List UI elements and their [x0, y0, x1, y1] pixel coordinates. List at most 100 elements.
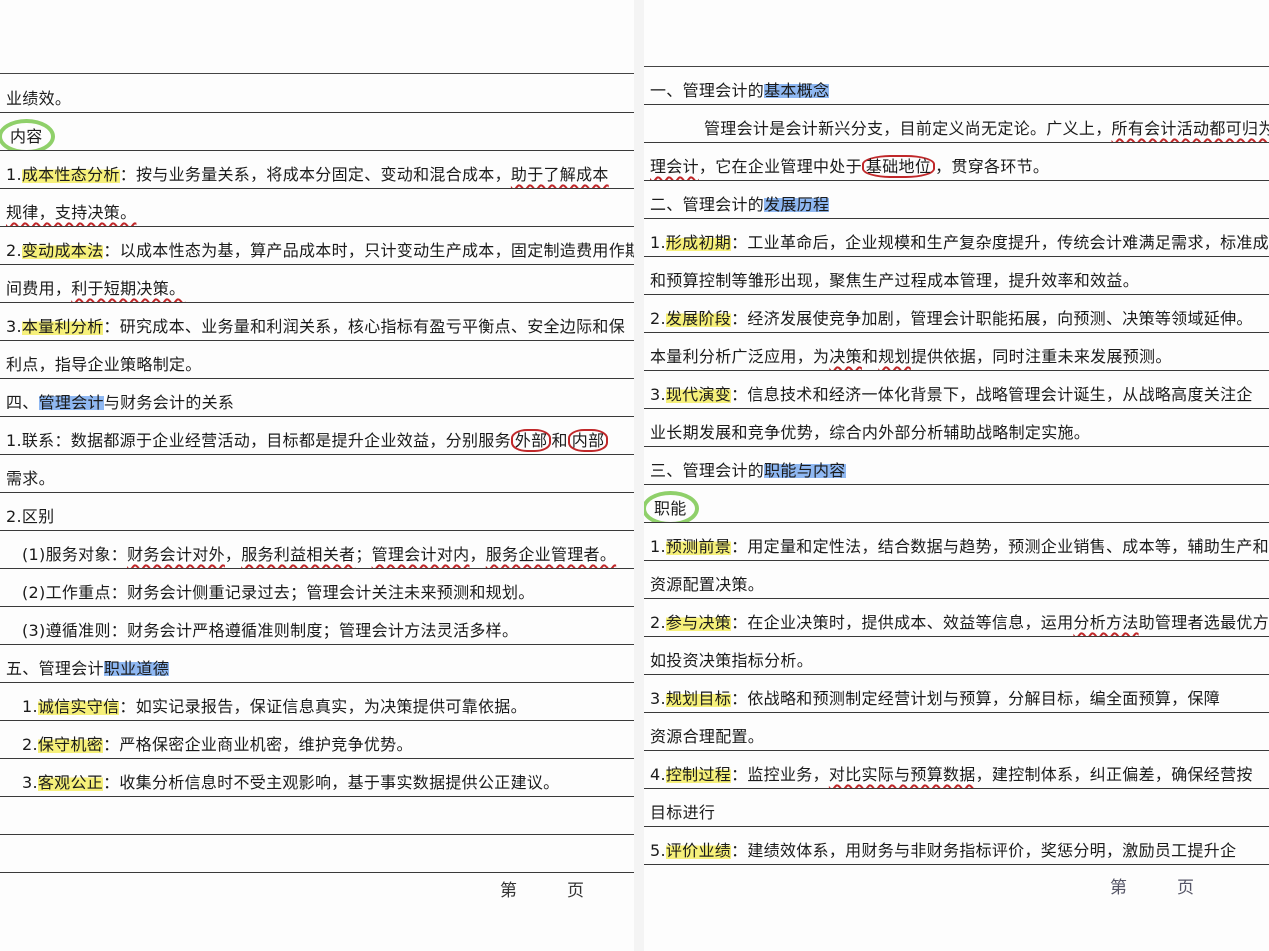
note-text: 四、 — [6, 393, 39, 412]
note-line: 资源合理配置。 — [644, 713, 1269, 751]
note-line-text: 3.本量利分析：研究成本、业务量和利润关系，核心指标有盈亏平衡点、安全边际和保 — [0, 313, 625, 340]
note-line: 五、管理会计职业道德 — [0, 645, 634, 683]
note-line: 四、管理会计与财务会计的关系 — [0, 379, 634, 417]
highlighted-term: 参与决策 — [665, 613, 732, 632]
note-text: (2)工作重点：财务会计侧重记录过去；管理会计关注未来预测和规划。 — [22, 583, 535, 602]
circled-term: 内容 — [0, 119, 55, 150]
circled-term: 内部 — [567, 429, 609, 452]
note-text: ：如实记录报告，保证信息真实，为决策提供可靠依据。 — [119, 697, 527, 716]
note-line: 4.控制过程：监控业务，对比实际与预算数据，建控制体系，纠正偏差，确保经营按 — [644, 751, 1269, 789]
note-text: 1.联系：数据都源于企业经营活动，目标都是提升企业效益，分别服务 — [6, 431, 511, 450]
note-line: 1.联系：数据都源于企业经营活动，目标都是提升企业效益，分别服务 外部和内部 — [0, 417, 634, 455]
note-line-text: 业长期发展和竞争优势，综合内外部分析辅助战略制定实施。 — [644, 419, 1090, 446]
note-line-text: 3.客观公正：收集分析信息时不受主观影响，基于事实数据提供公正建议。 — [0, 769, 559, 796]
note-line-text: 间费用，利于短期决策。 — [0, 275, 185, 302]
note-text: ，它在企业管理中处于 — [698, 157, 862, 176]
circled-term: 基础地位 — [861, 155, 936, 178]
underlined-phrase: 分析方法 — [1073, 613, 1139, 632]
note-text: ：监控业务， — [731, 765, 829, 784]
underlined-phrase: 对比实际与预算数据 — [828, 765, 976, 784]
circled-term: 外部 — [510, 429, 552, 452]
note-line: 三、管理会计的职能与内容 — [644, 447, 1269, 485]
right-notebook-page: 一、管理会计的基本概念 管理会计是会计新兴分支，目前定义尚无定论。广义上，所有会计… — [644, 0, 1269, 951]
underlined-phrase: 理会计 — [650, 157, 699, 176]
note-line: 间费用，利于短期决策。 — [0, 265, 634, 303]
note-line-text: 4.控制过程：监控业务，对比实际与预算数据，建控制体系，纠正偏差，确保经营按 — [644, 761, 1253, 788]
note-line-text: 2.区别 — [0, 503, 54, 530]
note-text: 间费用， — [6, 279, 72, 298]
note-line-text: 业绩效。 — [0, 85, 71, 112]
note-line-text: 5.评价业绩：建绩效体系，用财务与非财务指标评价，奖惩分明，激励员工提升企 — [644, 837, 1236, 864]
underlined-phrase: 管理会计对内 — [371, 545, 470, 564]
note-line-text: 三、管理会计的职能与内容 — [644, 457, 846, 484]
note-text: 3. — [6, 317, 22, 336]
highlighted-term: 控制过程 — [665, 765, 732, 784]
note-line: 需求。 — [0, 455, 634, 493]
note-text: 目标进行 — [650, 803, 716, 822]
note-text: 需求。 — [6, 469, 55, 488]
note-line: 2.发展阶段：经济发展使竞争加剧，管理会计职能拓展，向预测、决策等领域延伸。 — [644, 295, 1269, 333]
note-line: 3.现代演变：信息技术和经济一体化背景下，战略管理会计诞生，从战略高度关注企 — [644, 371, 1269, 409]
note-line-text: 2.参与决策：在企业决策时，提供成本、效益等信息，运用分析方法助管理者选最优方案… — [644, 609, 1269, 636]
note-line-text: 资源配置决策。 — [644, 571, 764, 598]
note-text: 2. — [650, 613, 666, 632]
note-line: 和预算控制等雏形出现，聚焦生产过程成本管理，提升效率和效益。 — [644, 257, 1269, 295]
note-line: 二、管理会计的发展历程 — [644, 181, 1269, 219]
note-line-text: 规律，支持决策。 — [0, 199, 136, 226]
note-line: 目标进行 — [644, 789, 1269, 827]
note-line-text — [0, 869, 6, 872]
note-text: 1. — [6, 165, 22, 184]
highlighted-term: 诚信实守信 — [37, 697, 120, 716]
note-line: 2.变动成本法：以成本性态为基，算产品成本时，只计变动生产成本，固定制造费用作期 — [0, 227, 634, 265]
note-line: 2.参与决策：在企业决策时，提供成本、效益等信息，运用分析方法助管理者选最优方案… — [644, 599, 1269, 637]
note-text: ：以成本性态为基，算产品成本时，只计变动生产成本，固定制造费用作期 — [103, 241, 634, 260]
note-text: ：用定量和定性法，结合数据与趋势，预测企业销售、成本等，辅助生产和 — [731, 537, 1269, 556]
note-text: 提供依据，同时注重未来发展预测。 — [910, 347, 1172, 366]
note-text: 1. — [650, 537, 666, 556]
ruled-line — [0, 73, 634, 74]
highlighted-term: 规划目标 — [665, 689, 732, 708]
ruled-rows: 业绩效。 内容 1.成本性态分析：按与业务量关系，将成本分固定、变动和混合成本，助于… — [0, 75, 634, 873]
note-line: (1)服务对象：财务会计对外，服务利益相关者；管理会计对内，服务企业管理者。 — [0, 531, 634, 569]
note-line: 理会计，它在企业管理中处于 基础地位 ，贯穿各环节。 — [644, 143, 1269, 181]
note-text: 与财务会计的关系 — [103, 393, 235, 412]
note-line: 1.形成初期：工业革命后，企业规模和生产复杂度提升，传统会计难满足需求，标准成本… — [644, 219, 1269, 257]
note-text: ， — [224, 545, 242, 564]
highlighted-term: 变动成本法 — [21, 241, 104, 260]
note-line-text: 需求。 — [0, 465, 55, 492]
note-text: ，建控制体系，纠正偏差，确保经营按 — [975, 765, 1253, 784]
left-notebook-page: 业绩效。 内容 1.成本性态分析：按与业务量关系，将成本分固定、变动和混合成本，助于… — [0, 0, 634, 951]
highlighted-term: 形成初期 — [665, 233, 732, 252]
note-line-text: (3)遵循准则：财务会计严格遵循准则制度；管理会计方法灵活多样。 — [0, 617, 518, 644]
note-line: 业长期发展和竞争优势，综合内外部分析辅助战略制定实施。 — [644, 409, 1269, 447]
note-text: 和 — [861, 347, 879, 366]
highlighted-term: 职能与内容 — [764, 461, 846, 480]
note-line-text: 理会计，它在企业管理中处于 基础地位 ，贯穿各环节。 — [644, 153, 1049, 180]
ruled-line — [644, 66, 1269, 67]
note-text: ，贯穿各环节。 — [935, 157, 1050, 176]
note-text: 助管理者选最优方案， — [1138, 613, 1269, 632]
note-text: 1. — [650, 233, 666, 252]
note-text: ：严格保密企业商业机密，维护竞争优势。 — [103, 735, 413, 754]
underlined-phrase: 服务企业管理者。 — [485, 545, 617, 564]
note-text: (3)遵循准则：财务会计严格遵循准则制度；管理会计方法灵活多样。 — [22, 621, 519, 640]
circled-term: 职能 — [644, 491, 699, 522]
underlined-phrase: 利于短期决策。 — [71, 279, 186, 298]
note-line: 规律，支持决策。 — [0, 189, 634, 227]
note-line-text: 2.保守机密：严格保密企业商业机密，维护竞争优势。 — [0, 731, 413, 758]
note-text: ：按与业务量关系，将成本分固定、变动和混合成本， — [119, 165, 511, 184]
note-text: 一、管理会计的 — [650, 81, 765, 100]
underlined-phrase: 财务会计对外 — [127, 545, 225, 564]
note-line-text: 二、管理会计的发展历程 — [644, 191, 830, 218]
underlined-phrase: 助于了解成本 — [510, 165, 609, 184]
note-line-text: 四、管理会计与财务会计的关系 — [0, 389, 234, 416]
note-line: 本量利分析广泛应用，为决策和规划提供依据，同时注重未来发展预测。 — [644, 333, 1269, 371]
highlighted-term: 本量利分析 — [21, 317, 104, 336]
note-line: 一、管理会计的基本概念 — [644, 67, 1269, 105]
note-line: 业绩效。 — [0, 75, 634, 113]
note-line: 如投资决策指标分析。 — [644, 637, 1269, 675]
note-line-text: 2.发展阶段：经济发展使竞争加剧，管理会计职能拓展，向预测、决策等领域延伸。 — [644, 305, 1253, 332]
note-line: 3.规划目标：依战略和预测制定经营计划与预算，分解目标，编全面预算，保障 — [644, 675, 1269, 713]
note-line: 2.保守机密：严格保密企业商业机密，维护竞争优势。 — [0, 721, 634, 759]
note-text: 本量利分析广泛应用，为 — [650, 347, 830, 366]
